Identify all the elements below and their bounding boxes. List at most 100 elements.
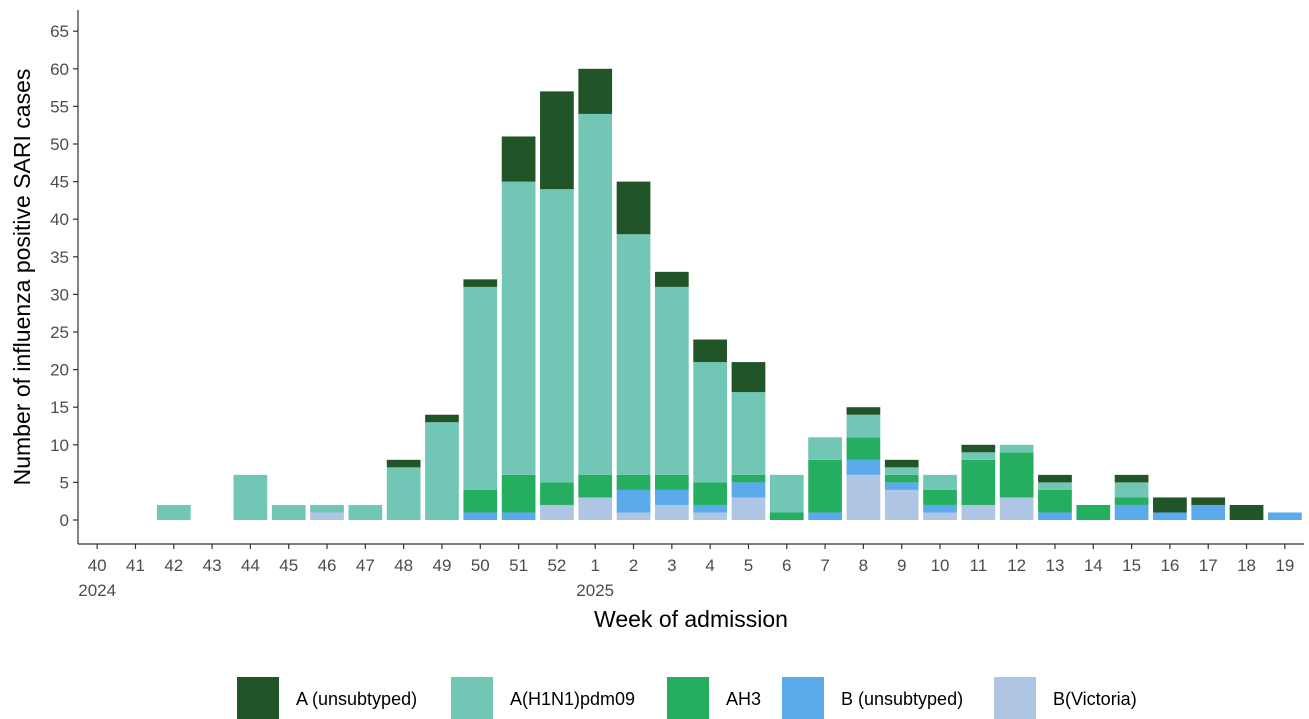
bar-segment (578, 68, 613, 114)
y-tick-label: 10 (50, 436, 69, 455)
y-tick-label: 35 (50, 248, 69, 267)
x-axis-ticks: 40 41 42 43 44 45 46 47 48 49 50 51 52 1 2 3 4 5 6 7 8 9 10 11 1… (78, 544, 1294, 600)
bar-segment (808, 512, 842, 520)
bar-segment (693, 362, 728, 483)
bar-segment (769, 474, 804, 513)
y-tick-label: 30 (50, 285, 69, 304)
x-tick-label: 5 (744, 556, 753, 575)
bar-segment (846, 459, 881, 475)
x-tick-label: 4 (705, 556, 714, 575)
x-tick-label: 1 (590, 556, 599, 575)
bar-segment (540, 189, 574, 483)
x-tick-label: 41 (126, 556, 145, 575)
bar-segment (884, 459, 919, 468)
x-tick-label: 46 (318, 556, 337, 575)
bar-segment (540, 482, 574, 505)
y-tick-label: 5 (60, 473, 69, 492)
bar-segment (923, 504, 957, 513)
bar-segment (884, 467, 919, 475)
x-tick-label: 2 (629, 556, 638, 575)
bar-segment (1038, 512, 1072, 520)
bar-segment (961, 452, 996, 460)
bar-segment (501, 136, 536, 182)
legend-swatch (237, 677, 279, 719)
bar-segment (540, 91, 574, 190)
bar-segment (884, 482, 919, 490)
bar-segment (693, 504, 728, 513)
bar-segment (693, 512, 728, 520)
bar-segment (578, 474, 613, 498)
y-tick-label: 25 (50, 323, 69, 342)
bars (156, 68, 1302, 520)
x-tick-label: 12 (1007, 556, 1026, 575)
bar-segment (961, 459, 996, 505)
legend-swatch (994, 677, 1036, 719)
y-tick-label: 40 (50, 210, 69, 229)
x-tick-label: 9 (897, 556, 906, 575)
legend-label: A(H1N1)pdm09 (510, 689, 635, 709)
x-tick-label: 13 (1046, 556, 1065, 575)
legend-label: AH3 (726, 689, 761, 709)
bar-segment (578, 497, 613, 520)
bar-segment (463, 512, 498, 520)
bar-segment (540, 504, 574, 520)
bar-segment (616, 512, 651, 520)
bar-segment (846, 407, 881, 415)
bar-segment (463, 286, 498, 490)
bar-segment (1038, 489, 1072, 513)
x-tick-label: 44 (241, 556, 260, 575)
x-tick-label: 7 (820, 556, 829, 575)
y-tick-label: 0 (60, 511, 69, 530)
y-tick-label: 65 (50, 22, 69, 41)
y-tick-label: 55 (50, 97, 69, 116)
bar-segment (654, 474, 689, 490)
legend-label: A (unsubtyped) (296, 689, 417, 709)
bar-segment (846, 414, 881, 438)
bar-segment (999, 444, 1034, 453)
y-tick-label: 50 (50, 135, 69, 154)
bar-segment (923, 489, 957, 505)
x-tick-label: 51 (509, 556, 528, 575)
bar-segment (310, 512, 344, 520)
bar-segment (578, 113, 613, 475)
x-year-label: 2025 (576, 581, 614, 600)
bar-segment (348, 504, 383, 520)
y-axis-title: Number of influenza positive SARI cases (9, 69, 35, 486)
bar-segment (654, 286, 689, 475)
bar-segment (1153, 497, 1187, 513)
bar-segment (999, 497, 1034, 520)
bar-segment (654, 489, 689, 505)
bar-segment (1153, 512, 1187, 520)
bar-segment (1038, 482, 1072, 490)
legend-label: B (unsubtyped) (841, 689, 963, 709)
x-tick-label: 11 (970, 556, 988, 575)
x-tick-label: 50 (471, 556, 490, 575)
bar-segment (233, 474, 268, 520)
bar-segment (1114, 482, 1149, 498)
bar-segment (808, 437, 842, 460)
bar-segment (501, 181, 536, 475)
bar-segment (923, 474, 957, 490)
bar-segment (463, 489, 498, 513)
bar-segment (501, 512, 536, 520)
bar-segment (310, 504, 344, 513)
bar-segment (654, 504, 689, 520)
bar-segment (961, 444, 996, 453)
bar-segment (386, 467, 421, 520)
bar-segment (156, 504, 191, 520)
bar-segment (1191, 497, 1226, 505)
x-tick-label: 10 (931, 556, 950, 575)
x-tick-label: 52 (547, 556, 566, 575)
bar-segment (616, 234, 651, 475)
bar-segment (808, 459, 842, 513)
bar-segment (1038, 474, 1072, 483)
y-tick-label: 20 (50, 361, 69, 380)
x-tick-label: 49 (433, 556, 452, 575)
bar-segment (616, 489, 651, 513)
y-axis-ticks: 0 5 10 15 20 25 30 35 40 45 50 55 60 65 (50, 22, 78, 530)
bar-segment (1076, 504, 1111, 520)
bar-segment (463, 279, 498, 287)
bar-segment (961, 504, 996, 520)
bar-segment (1114, 497, 1149, 505)
